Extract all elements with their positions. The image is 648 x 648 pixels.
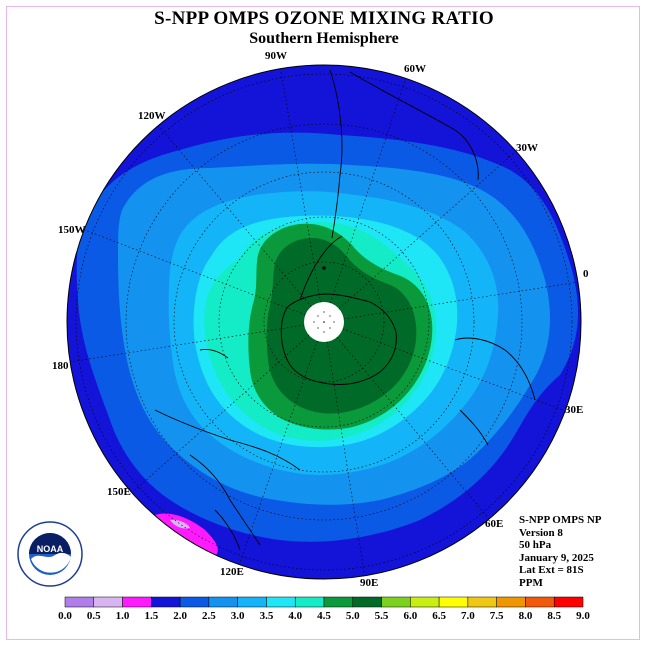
colorbar-tick-label: 9.0 bbox=[576, 610, 590, 622]
colorbar-swatch bbox=[467, 596, 497, 608]
colorbar-swatch bbox=[179, 596, 210, 608]
lon-label-180: 180 bbox=[52, 360, 69, 372]
colorbar-tick-label: 0.5 bbox=[87, 610, 101, 622]
colorbar-tick-label: 6.5 bbox=[432, 610, 446, 622]
colorbar-swatch bbox=[323, 596, 354, 608]
colorbar-tick-label: 3.0 bbox=[231, 610, 245, 622]
colorbar-tick-label: 8.5 bbox=[547, 610, 561, 622]
colorbar-swatch bbox=[237, 596, 267, 608]
info-date: January 9, 2025 bbox=[519, 551, 594, 564]
map-boundary bbox=[66, 64, 582, 580]
info-instrument: S-NPP OMPS NP bbox=[519, 514, 602, 526]
info-units: PPM bbox=[519, 576, 543, 589]
polar-gap-dots bbox=[313, 311, 335, 333]
colorbar-tick-label: 8.0 bbox=[519, 610, 533, 622]
colorbar-tick-label: 1.5 bbox=[144, 610, 158, 622]
coastlines bbox=[154, 69, 536, 551]
contour-0.5-1.0 bbox=[170, 519, 190, 529]
info-lat-ext: Lat Ext = 81S bbox=[519, 564, 584, 576]
colorbar-swatch bbox=[93, 596, 123, 608]
colorbar-tick-label: 6.0 bbox=[403, 610, 417, 622]
info-panel: S-NPP OMPS NP Version 8 50 hPa January 9… bbox=[519, 514, 602, 589]
info-version: Version 8 bbox=[519, 526, 563, 539]
colorbar-swatch bbox=[410, 596, 440, 608]
graticule bbox=[69, 65, 579, 579]
colorbar-swatch bbox=[381, 596, 411, 608]
noaa-logo-icon: NOAA bbox=[17, 521, 83, 587]
colorbar-swatch bbox=[64, 596, 95, 608]
colorbar-swatch bbox=[208, 596, 238, 608]
info-pressure: 50 hPa bbox=[519, 539, 552, 551]
reference-dot bbox=[322, 266, 326, 270]
logo-text: NOAA bbox=[37, 544, 64, 554]
colorbar-tick-label: 3.5 bbox=[260, 610, 274, 622]
colorbar-tick-label: 1.0 bbox=[116, 610, 130, 622]
lon-label-90w: 90W bbox=[265, 50, 287, 62]
colorbar-tick-label: 2.0 bbox=[173, 610, 187, 622]
lon-label-150e: 150E bbox=[107, 486, 131, 498]
lon-label-120e: 120E bbox=[220, 566, 244, 578]
map-title: S-NPP OMPS OZONE MIXING RATIO bbox=[154, 8, 494, 29]
lon-label-30e: 30E bbox=[565, 404, 584, 416]
map-subtitle: Southern Hemisphere bbox=[249, 30, 399, 47]
colorbar-swatch bbox=[352, 596, 382, 608]
colorbar-swatch bbox=[122, 596, 152, 608]
lon-label-60w: 60W bbox=[404, 63, 426, 75]
colorbar-swatch bbox=[525, 596, 555, 608]
colorbar-tick-label: 4.5 bbox=[317, 610, 331, 622]
colorbar-swatch bbox=[553, 596, 584, 608]
colorbar-swatch bbox=[151, 596, 181, 608]
lon-label-60e: 60E bbox=[485, 518, 504, 530]
colorbar-tick-label: 7.5 bbox=[490, 610, 504, 622]
colorbar-tick-label: 5.0 bbox=[346, 610, 360, 622]
lon-label-90e: 90E bbox=[360, 577, 379, 589]
colorbar-swatch bbox=[496, 596, 526, 608]
colorbar-tick-label: 4.0 bbox=[288, 610, 302, 622]
figure-frame bbox=[6, 6, 640, 640]
colorbar-swatch bbox=[266, 596, 296, 608]
colorbar-tick-label: 2.5 bbox=[202, 610, 216, 622]
colorbar-tick-label: 0.0 bbox=[58, 610, 72, 622]
colorbar-tick-label: 5.5 bbox=[375, 610, 389, 622]
colorbar-swatch bbox=[294, 596, 325, 608]
lon-label-120w: 120W bbox=[138, 110, 166, 122]
colorbar-swatch bbox=[438, 596, 469, 608]
colorbar-tick-label: 7.0 bbox=[461, 610, 475, 622]
contour-1.0-1.5 bbox=[153, 513, 218, 556]
lon-label-150w: 150W bbox=[58, 224, 86, 236]
lon-label-30w: 30W bbox=[516, 142, 538, 154]
lon-label-0: 0 bbox=[583, 268, 589, 280]
